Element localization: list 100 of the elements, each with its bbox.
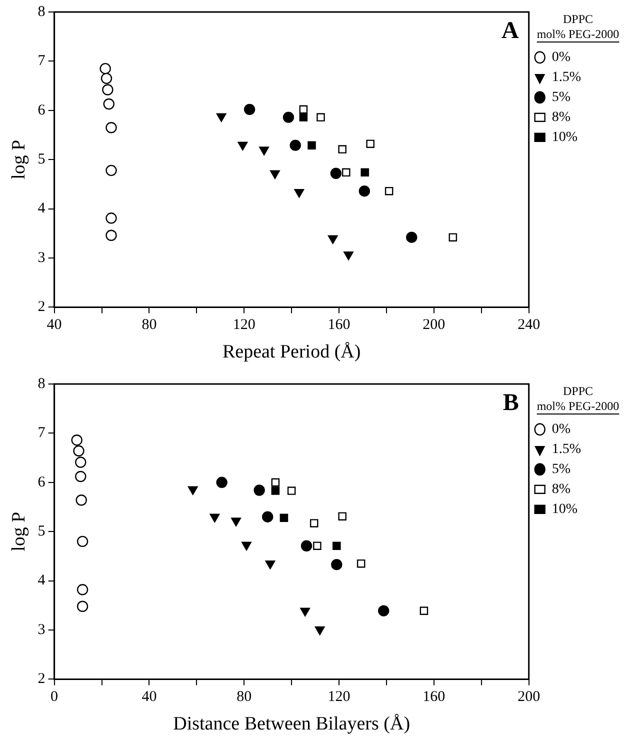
- point: [216, 476, 228, 488]
- point: [271, 478, 280, 487]
- point: [299, 105, 308, 114]
- point: [238, 142, 248, 150]
- point: [378, 605, 390, 616]
- legend-title: DPPC mol% PEG-2000: [536, 12, 620, 42]
- point: [356, 559, 366, 568]
- point: [106, 212, 117, 224]
- y-tick-label: 3: [38, 622, 46, 638]
- y-tick-label: 7: [38, 53, 46, 70]
- point: [316, 113, 325, 122]
- x-tick-label: 120: [328, 689, 350, 706]
- legend-label: 8%: [552, 110, 571, 126]
- point: [280, 514, 288, 522]
- point: [75, 456, 86, 468]
- point: [344, 251, 354, 260]
- point: [420, 606, 428, 615]
- legend-label: 0%: [552, 50, 571, 66]
- y-tick-label: 4: [38, 572, 46, 589]
- x-tick-label: 200: [422, 317, 446, 334]
- legend-title: DPPC mol% PEG-2000: [536, 384, 620, 414]
- point: [210, 514, 220, 522]
- y-tick-label: 6: [38, 474, 46, 490]
- x-tick-label: 160: [328, 317, 350, 334]
- y-tick-label: 7: [38, 425, 46, 442]
- point: [254, 484, 265, 496]
- point: [282, 112, 294, 123]
- annotation: A: [501, 18, 520, 44]
- point: [384, 186, 394, 196]
- point: [342, 168, 350, 177]
- x-tick-label: 40: [46, 317, 62, 334]
- point: [287, 486, 296, 495]
- y-tick-label: 8: [38, 376, 46, 392]
- point: [314, 626, 325, 636]
- x-tick-label: 80: [142, 317, 157, 334]
- y-tick-label: 5: [38, 152, 46, 168]
- point: [338, 145, 346, 154]
- point: [231, 518, 241, 526]
- point: [313, 542, 322, 550]
- y-axis-title: log P: [8, 512, 30, 552]
- point: [73, 445, 84, 457]
- point: [76, 536, 88, 548]
- x-tick-label: 240: [518, 317, 540, 334]
- point: [330, 168, 342, 179]
- point: [259, 146, 269, 156]
- point: [332, 542, 341, 550]
- legend-label: 1.5%: [552, 70, 582, 86]
- point: [106, 164, 117, 176]
- legend-label: 5%: [552, 90, 571, 106]
- point: [76, 600, 88, 612]
- point: [244, 104, 256, 116]
- point: [75, 470, 86, 482]
- point: [216, 113, 226, 122]
- point: [300, 608, 310, 616]
- y-tick-label: 8: [38, 4, 46, 20]
- legend-label: 1.5%: [552, 442, 582, 458]
- point: [310, 519, 318, 528]
- point: [76, 584, 88, 596]
- y-tick-label: 5: [38, 524, 46, 540]
- point: [299, 113, 308, 122]
- point: [265, 560, 276, 570]
- point: [71, 434, 82, 446]
- x-axis-title: Distance Between Bilayers (Å): [173, 714, 410, 735]
- point: [448, 233, 458, 242]
- x-tick-label: 80: [236, 689, 252, 706]
- point: [188, 486, 198, 495]
- point: [358, 185, 370, 197]
- y-tick-label: 2: [38, 299, 46, 316]
- y-tick-label: 6: [38, 102, 46, 118]
- point: [270, 170, 280, 179]
- point: [271, 486, 280, 495]
- y-tick-label: 3: [38, 250, 46, 266]
- point: [300, 540, 312, 552]
- legend-label: 8%: [552, 482, 571, 498]
- point: [76, 494, 87, 506]
- legend-label: 5%: [552, 462, 571, 478]
- point: [103, 98, 114, 110]
- legend-label: 10%: [552, 130, 578, 146]
- point: [331, 558, 342, 570]
- x-tick-label: 40: [142, 689, 157, 706]
- annotation: B: [502, 390, 519, 416]
- point: [308, 141, 316, 150]
- point: [100, 62, 111, 74]
- y-tick-label: 2: [38, 671, 46, 688]
- point: [100, 72, 112, 84]
- x-tick-label: 200: [518, 689, 540, 706]
- point: [338, 512, 346, 520]
- x-tick-label: 0: [50, 689, 58, 706]
- point: [106, 122, 117, 134]
- legend-label: 0%: [552, 422, 571, 438]
- point: [360, 168, 370, 177]
- point: [262, 511, 274, 522]
- x-axis-title: Repeat Period (Å): [222, 342, 361, 363]
- point: [102, 84, 114, 96]
- point: [406, 232, 418, 243]
- x-tick-label: 160: [422, 689, 446, 706]
- point: [290, 140, 301, 151]
- legend-label: 10%: [552, 502, 578, 518]
- point: [106, 230, 117, 241]
- y-tick-label: 4: [38, 200, 46, 217]
